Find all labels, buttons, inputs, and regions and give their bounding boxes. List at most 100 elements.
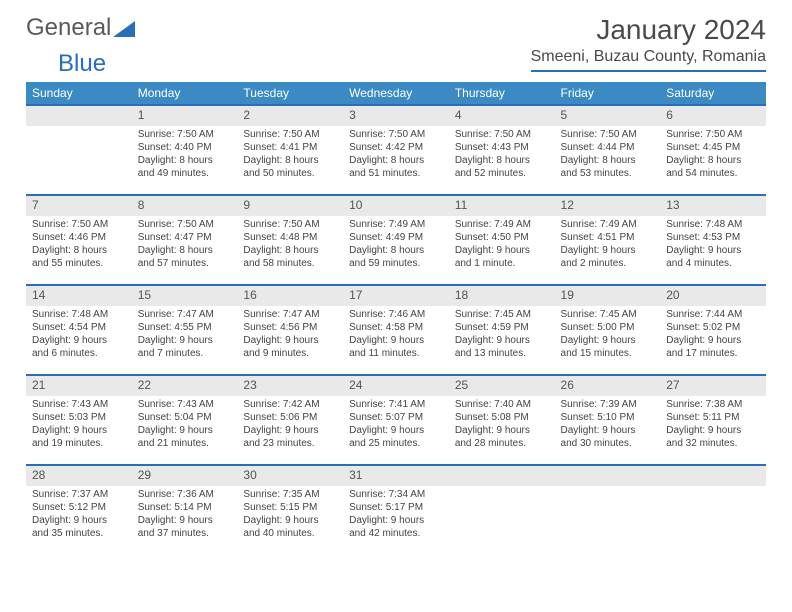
weekday-header: Tuesday <box>237 82 343 105</box>
day-number: 3 <box>343 106 449 126</box>
daylight-text: Daylight: 9 hours and 11 minutes. <box>349 334 443 360</box>
sunset-text: Sunset: 4:46 PM <box>32 231 126 244</box>
sunrise-text: Sunrise: 7:49 AM <box>561 218 655 231</box>
sunset-text: Sunset: 5:07 PM <box>349 411 443 424</box>
calendar-day-cell: 17Sunrise: 7:46 AMSunset: 4:58 PMDayligh… <box>343 285 449 375</box>
calendar-day-cell: 27Sunrise: 7:38 AMSunset: 5:11 PMDayligh… <box>660 375 766 465</box>
sunrise-text: Sunrise: 7:42 AM <box>243 398 337 411</box>
calendar-day-cell: 5Sunrise: 7:50 AMSunset: 4:44 PMDaylight… <box>555 105 661 195</box>
calendar-day-cell: 1 Sunrise: 7:50 AMSunset: 4:40 PMDaylight… <box>132 105 238 195</box>
sunrise-text: Sunrise: 7:50 AM <box>349 128 443 141</box>
day-body: Sunrise: 7:50 AMSunset: 4:41 PMDaylight:… <box>237 126 343 184</box>
day-number: 17 <box>343 286 449 306</box>
logo-text-2: Blue <box>58 50 106 77</box>
day-body: Sunrise: 7:50 AMSunset: 4:44 PMDaylight:… <box>555 126 661 184</box>
sunset-text: Sunset: 5:14 PM <box>138 501 232 514</box>
calendar-day-cell: 11Sunrise: 7:49 AMSunset: 4:50 PMDayligh… <box>449 195 555 285</box>
day-body: Sunrise: 7:35 AMSunset: 5:15 PMDaylight:… <box>237 486 343 544</box>
calendar-day-cell: 23Sunrise: 7:42 AMSunset: 5:06 PMDayligh… <box>237 375 343 465</box>
sunrise-text: Sunrise: 7:48 AM <box>32 308 126 321</box>
calendar-week-row: 28Sunrise: 7:37 AMSunset: 5:12 PMDayligh… <box>26 465 766 555</box>
calendar-day-cell: 29 Sunrise: 7:36 AMSunset: 5:14 PMDayligh… <box>132 465 238 555</box>
day-number: 14 <box>26 286 132 306</box>
logo-line2: GeBlue <box>26 50 766 78</box>
calendar-day-cell: 19Sunrise: 7:45 AMSunset: 5:00 PMDayligh… <box>555 285 661 375</box>
day-number: 25 <box>449 376 555 396</box>
calendar-day-cell: 6Sunrise: 7:50 AMSunset: 4:45 PMDaylight… <box>660 105 766 195</box>
sunrise-text: Sunrise: 7:40 AM <box>455 398 549 411</box>
calendar-day-cell: 13Sunrise: 7:48 AMSunset: 4:53 PMDayligh… <box>660 195 766 285</box>
calendar-day-cell <box>660 465 766 555</box>
day-number: 23 <box>237 376 343 396</box>
logo: General <box>26 14 135 42</box>
sunrise-text: Sunrise: 7:36 AM <box>138 488 232 501</box>
sunset-text: Sunset: 5:02 PM <box>666 321 760 334</box>
day-body: Sunrise: 7:48 AMSunset: 4:54 PMDaylight:… <box>26 306 132 364</box>
daylight-text: Daylight: 9 hours and 32 minutes. <box>666 424 760 450</box>
daylight-text: Daylight: 8 hours and 55 minutes. <box>32 244 126 270</box>
day-number: 28 <box>26 466 132 486</box>
daylight-text: Daylight: 8 hours and 58 minutes. <box>243 244 337 270</box>
day-body: Sunrise: 7:41 AMSunset: 5:07 PMDaylight:… <box>343 396 449 454</box>
day-body: Sunrise: 7:50 AMSunset: 4:43 PMDaylight:… <box>449 126 555 184</box>
sunset-text: Sunset: 4:44 PM <box>561 141 655 154</box>
sunrise-text: Sunrise: 7:49 AM <box>455 218 549 231</box>
day-number: 2 <box>237 106 343 126</box>
calendar-week-row: 21Sunrise: 7:43 AMSunset: 5:03 PMDayligh… <box>26 375 766 465</box>
day-body: Sunrise: 7:44 AMSunset: 5:02 PMDaylight:… <box>660 306 766 364</box>
daylight-text: Daylight: 9 hours and 19 minutes. <box>32 424 126 450</box>
sunset-text: Sunset: 5:17 PM <box>349 501 443 514</box>
calendar-day-cell: 2Sunrise: 7:50 AMSunset: 4:41 PMDaylight… <box>237 105 343 195</box>
calendar-day-cell: 20Sunrise: 7:44 AMSunset: 5:02 PMDayligh… <box>660 285 766 375</box>
sunrise-text: Sunrise: 7:43 AM <box>138 398 232 411</box>
day-body: Sunrise: 7:47 AMSunset: 4:55 PMDaylight:… <box>132 306 238 364</box>
sunrise-text: Sunrise: 7:50 AM <box>243 128 337 141</box>
day-number: 30 <box>237 466 343 486</box>
day-body: Sunrise: 7:37 AMSunset: 5:12 PMDaylight:… <box>26 486 132 544</box>
day-body: Sunrise: 7:34 AMSunset: 5:17 PMDaylight:… <box>343 486 449 544</box>
sunrise-text: Sunrise: 7:50 AM <box>138 218 232 231</box>
day-body: Sunrise: 7:46 AMSunset: 4:58 PMDaylight:… <box>343 306 449 364</box>
daylight-text: Daylight: 9 hours and 23 minutes. <box>243 424 337 450</box>
daylight-text: Daylight: 9 hours and 7 minutes. <box>138 334 232 360</box>
sunset-text: Sunset: 5:06 PM <box>243 411 337 424</box>
sunrise-text: Sunrise: 7:50 AM <box>138 128 232 141</box>
sunset-text: Sunset: 4:40 PM <box>138 141 232 154</box>
sunrise-text: Sunrise: 7:43 AM <box>32 398 126 411</box>
sunrise-text: Sunrise: 7:44 AM <box>666 308 760 321</box>
daylight-text: Daylight: 8 hours and 49 minutes. <box>138 154 232 180</box>
calendar-day-cell: 15Sunrise: 7:47 AMSunset: 4:55 PMDayligh… <box>132 285 238 375</box>
calendar-day-cell: 9Sunrise: 7:50 AMSunset: 4:48 PMDaylight… <box>237 195 343 285</box>
day-number: 1 <box>132 106 238 126</box>
calendar-day-cell: 25Sunrise: 7:40 AMSunset: 5:08 PMDayligh… <box>449 375 555 465</box>
weekday-header: Saturday <box>660 82 766 105</box>
day-body: Sunrise: 7:50 AMSunset: 4:46 PMDaylight:… <box>26 216 132 274</box>
day-body: Sunrise: 7:42 AMSunset: 5:06 PMDaylight:… <box>237 396 343 454</box>
daylight-text: Daylight: 9 hours and 6 minutes. <box>32 334 126 360</box>
day-number: 13 <box>660 196 766 216</box>
daylight-text: Daylight: 9 hours and 1 minute. <box>455 244 549 270</box>
day-number: 29 <box>132 466 238 486</box>
sunset-text: Sunset: 4:43 PM <box>455 141 549 154</box>
calendar-day-cell: 3Sunrise: 7:50 AMSunset: 4:42 PMDaylight… <box>343 105 449 195</box>
daylight-text: Daylight: 9 hours and 25 minutes. <box>349 424 443 450</box>
daylight-text: Daylight: 8 hours and 54 minutes. <box>666 154 760 180</box>
sunset-text: Sunset: 4:48 PM <box>243 231 337 244</box>
sunset-text: Sunset: 4:41 PM <box>243 141 337 154</box>
logo-text-1: General <box>26 14 111 42</box>
calendar-day-cell <box>26 105 132 195</box>
sunset-text: Sunset: 4:55 PM <box>138 321 232 334</box>
daylight-text: Daylight: 9 hours and 37 minutes. <box>138 514 232 540</box>
sunset-text: Sunset: 4:51 PM <box>561 231 655 244</box>
day-number: 16 <box>237 286 343 306</box>
sunset-text: Sunset: 5:03 PM <box>32 411 126 424</box>
sunrise-text: Sunrise: 7:45 AM <box>561 308 655 321</box>
daylight-text: Daylight: 8 hours and 57 minutes. <box>138 244 232 270</box>
daylight-text: Daylight: 9 hours and 2 minutes. <box>561 244 655 270</box>
day-body: Sunrise: 7:50 AMSunset: 4:45 PMDaylight:… <box>660 126 766 184</box>
daylight-text: Daylight: 9 hours and 17 minutes. <box>666 334 760 360</box>
calendar-day-cell: 14Sunrise: 7:48 AMSunset: 4:54 PMDayligh… <box>26 285 132 375</box>
day-number: 6 <box>660 106 766 126</box>
day-body: Sunrise: 7:49 AMSunset: 4:49 PMDaylight:… <box>343 216 449 274</box>
day-body: Sunrise: 7:45 AMSunset: 4:59 PMDaylight:… <box>449 306 555 364</box>
